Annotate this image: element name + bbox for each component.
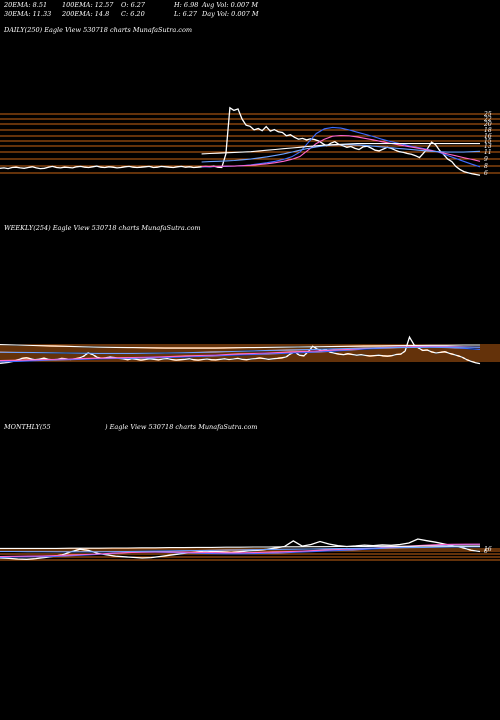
monthly-chart-title-left: MONTHLY(55	[4, 423, 51, 431]
y-tick-label: 15	[484, 138, 492, 145]
daily-chart-panel: DAILY(250) Eagle View 530718 charts Muna…	[0, 26, 500, 216]
y-tick-label: 6	[484, 548, 488, 555]
avg-vol-stat: Avg Vol: 0.007 M	[202, 1, 259, 9]
high-stat: H: 6.98	[174, 1, 199, 9]
y-tick-label: 13	[484, 143, 492, 150]
day-vol-stat: Day Vol: 0.007 M	[202, 10, 259, 18]
ema200-line	[201, 143, 480, 155]
y-tick-label: 16	[484, 133, 492, 140]
ema30-stat: 30EMA: 11.33	[4, 10, 52, 18]
ema200-line	[0, 344, 480, 349]
monthly-chart-panel: MONTHLY(55 ) Eagle View 530718 charts Mu…	[0, 423, 500, 613]
ema100-stat: 100EMA: 12.57	[62, 1, 114, 9]
price-line	[0, 335, 481, 365]
price-line	[0, 106, 481, 176]
daily-chart-title: DAILY(250) Eagle View 530718 charts Muna…	[4, 26, 193, 34]
ema100-line	[0, 346, 480, 354]
stats-header: 20EMA: 8.51 100EMA: 12.57 O: 6.27 H: 6.9…	[4, 1, 304, 21]
ema200-stat: 200EMA: 14.8	[62, 10, 110, 18]
ema200-line	[0, 545, 480, 549]
y-tick-label: 11	[484, 149, 492, 156]
y-tick-label: 25	[483, 111, 492, 118]
y-tick-label: 18	[484, 127, 492, 134]
open-stat: O: 6.27	[121, 1, 146, 9]
weekly-chart-title: WEEKLY(254) Eagle View 530718 charts Mun…	[4, 224, 201, 232]
y-tick-label: 6	[484, 170, 488, 177]
weekly-chart	[0, 335, 500, 365]
weekly-chart-panel: WEEKLY(254) Eagle View 530718 charts Mun…	[0, 224, 500, 420]
ema100-line	[0, 546, 480, 553]
price-line	[0, 538, 481, 560]
monthly-chart-title-right: ) Eagle View 530718 charts MunafaSutra.c…	[105, 423, 258, 431]
ema30-line	[0, 345, 481, 362]
y-tick-label: 9	[484, 156, 488, 163]
y-tick-label: 20	[483, 121, 492, 128]
ema30-line	[201, 134, 481, 167]
close-stat: C: 6.20	[121, 10, 145, 18]
ema20-line	[201, 126, 481, 168]
monthly-chart: 166	[0, 538, 500, 561]
ema20-stat: 20EMA: 8.51	[4, 1, 48, 9]
y-tick-label: 16	[484, 546, 492, 553]
y-tick-label: 8	[484, 163, 488, 170]
y-tick-label: 22	[483, 116, 492, 123]
low-stat: L: 6.27	[174, 10, 198, 18]
